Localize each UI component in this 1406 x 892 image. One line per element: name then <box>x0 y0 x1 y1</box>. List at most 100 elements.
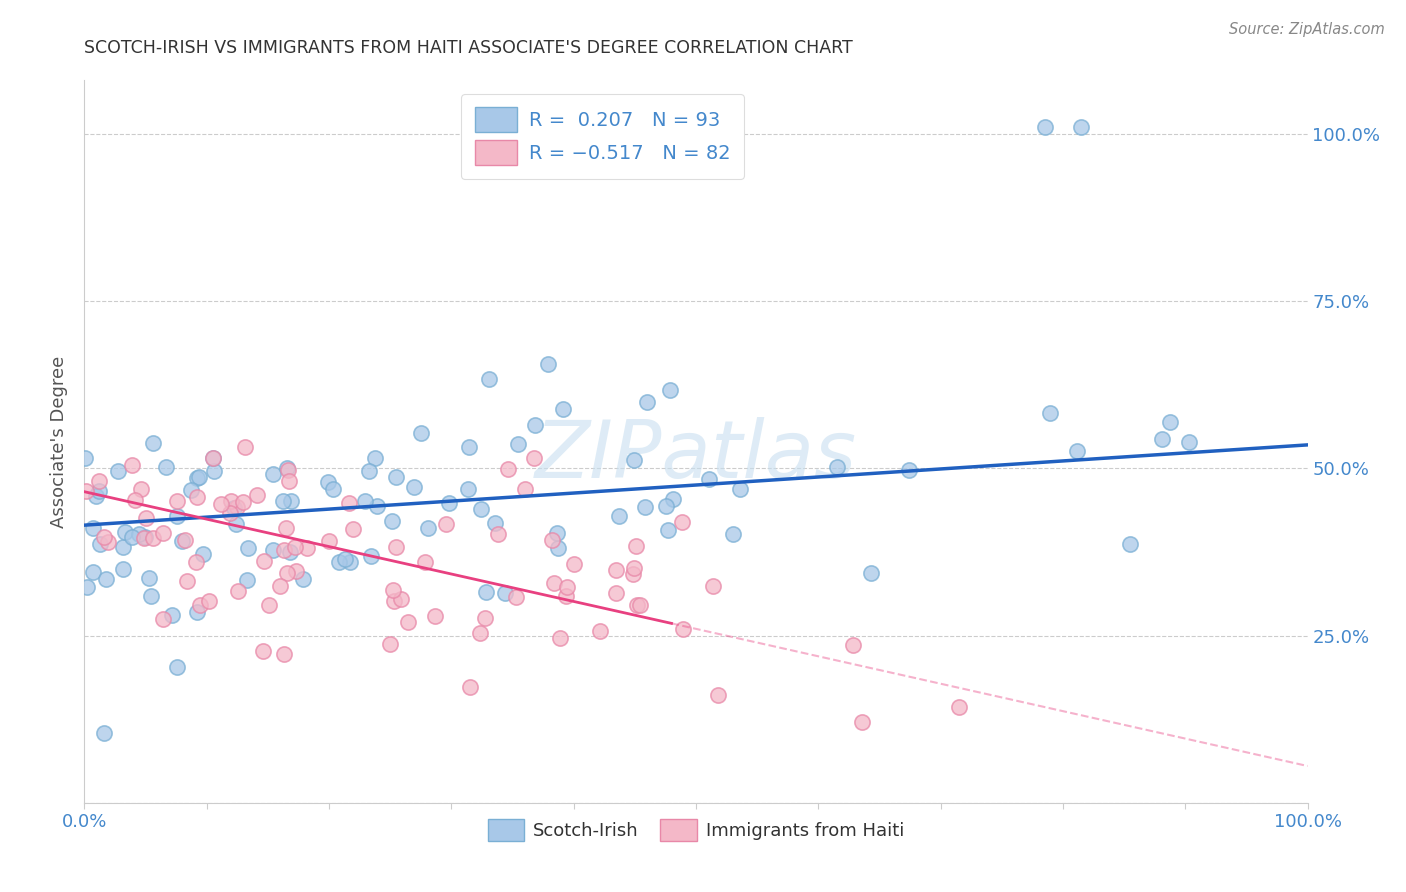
Text: SCOTCH-IRISH VS IMMIGRANTS FROM HAITI ASSOCIATE'S DEGREE CORRELATION CHART: SCOTCH-IRISH VS IMMIGRANTS FROM HAITI AS… <box>84 38 853 56</box>
Point <box>238 541 260 555</box>
Point <box>277 463 299 477</box>
Point <box>588 624 610 638</box>
Point <box>201 450 224 465</box>
Point <box>193 547 215 561</box>
Point <box>494 585 516 599</box>
Point <box>269 578 291 592</box>
Point <box>218 506 240 520</box>
Point <box>166 493 188 508</box>
Point <box>825 460 848 475</box>
Point <box>138 571 160 585</box>
Y-axis label: Associate's Degree: Associate's Degree <box>51 355 69 528</box>
Point <box>76 581 98 595</box>
Point <box>295 541 318 556</box>
Point <box>366 499 388 513</box>
Point <box>389 592 412 607</box>
Point <box>655 500 678 514</box>
Point <box>73 450 96 465</box>
Point <box>121 458 143 472</box>
Point <box>364 451 387 466</box>
Point <box>176 574 198 589</box>
Point <box>342 522 364 536</box>
Point <box>186 606 208 620</box>
Point <box>468 626 491 640</box>
Point <box>292 572 315 586</box>
Point <box>1159 416 1181 430</box>
Point <box>112 562 135 576</box>
Point <box>132 531 155 545</box>
Point <box>948 700 970 714</box>
Point <box>382 583 405 598</box>
Point <box>142 436 165 450</box>
Point <box>262 467 284 482</box>
Point <box>554 590 576 604</box>
Point <box>402 480 425 494</box>
Point <box>93 725 115 739</box>
Point <box>396 615 419 629</box>
Point <box>139 589 162 603</box>
Point <box>605 586 627 600</box>
Point <box>335 552 357 566</box>
Point <box>87 474 110 488</box>
Point <box>385 470 408 484</box>
Point <box>328 555 350 569</box>
Point <box>84 489 107 503</box>
Point <box>128 527 150 541</box>
Point <box>621 566 644 581</box>
Point <box>252 644 274 658</box>
Point <box>273 647 295 661</box>
Point <box>546 526 568 541</box>
Text: Source: ZipAtlas.com: Source: ZipAtlas.com <box>1229 22 1385 37</box>
Point <box>484 516 506 530</box>
Point <box>562 557 585 571</box>
Point <box>702 579 724 593</box>
Point <box>842 638 865 652</box>
Point <box>458 680 481 694</box>
Point <box>1070 120 1092 135</box>
Point <box>730 482 752 496</box>
Point <box>1039 406 1062 420</box>
Point <box>624 539 647 553</box>
Point <box>111 541 134 555</box>
Point <box>246 487 269 501</box>
Point <box>173 533 195 548</box>
Point <box>721 526 744 541</box>
Point <box>318 534 340 549</box>
Point <box>851 714 873 729</box>
Point <box>505 590 527 604</box>
Point <box>186 555 208 569</box>
Point <box>359 464 381 478</box>
Point <box>1119 537 1142 551</box>
Point <box>524 418 547 433</box>
Point <box>276 461 298 475</box>
Point <box>541 533 564 547</box>
Point <box>478 372 501 386</box>
Point <box>225 516 247 531</box>
Point <box>152 612 174 626</box>
Point <box>166 508 188 523</box>
Point <box>170 534 193 549</box>
Point <box>197 594 219 608</box>
Text: ZIPatlas: ZIPatlas <box>534 417 858 495</box>
Point <box>605 563 627 577</box>
Point <box>280 545 302 559</box>
Point <box>626 598 648 612</box>
Point <box>284 541 307 555</box>
Point <box>232 494 254 508</box>
Point <box>202 464 225 478</box>
Legend: Scotch-Irish, Immigrants from Haiti: Scotch-Irish, Immigrants from Haiti <box>481 812 911 848</box>
Point <box>416 521 439 535</box>
Point <box>548 631 571 645</box>
Point <box>166 660 188 674</box>
Point <box>360 549 382 564</box>
Point <box>413 555 436 569</box>
Point <box>233 440 256 454</box>
Point <box>152 525 174 540</box>
Point <box>457 440 479 454</box>
Point <box>236 573 259 587</box>
Point <box>470 501 492 516</box>
Point <box>506 436 529 450</box>
Point <box>475 585 498 599</box>
Point <box>636 395 658 409</box>
Point <box>114 524 136 539</box>
